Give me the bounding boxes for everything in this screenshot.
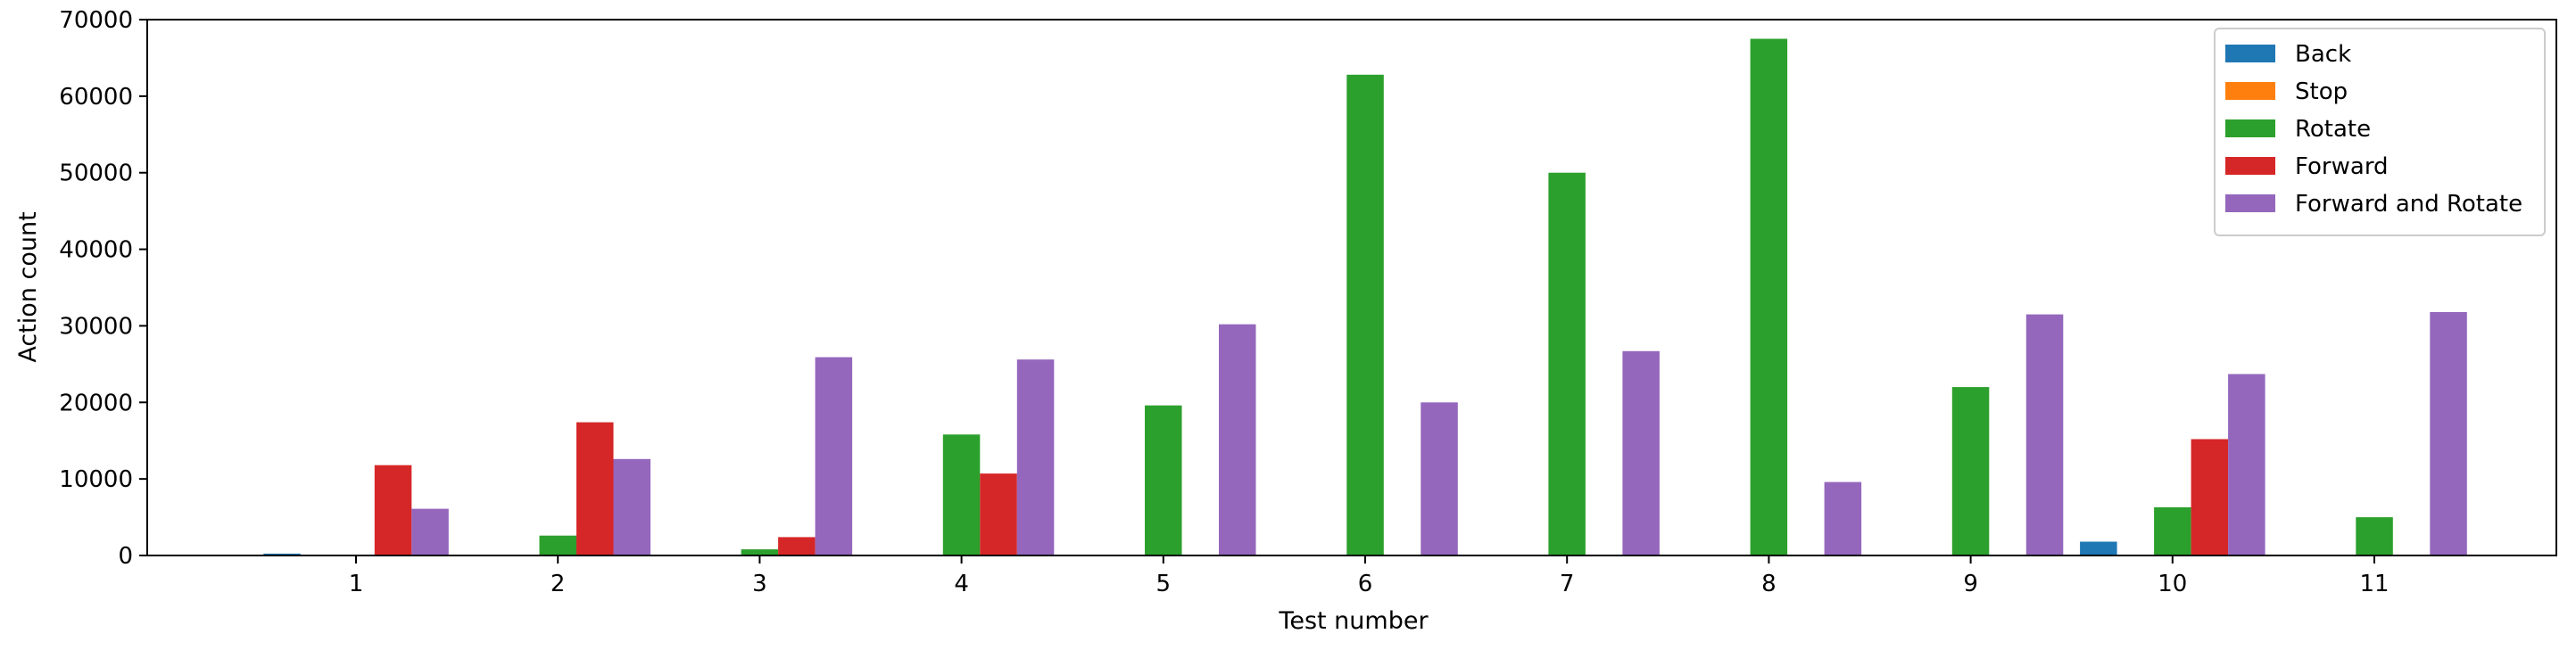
bars-group bbox=[263, 38, 2467, 556]
x-axis: 1 2 3 4 5 6 7 8 9 10 11 bbox=[349, 555, 2390, 597]
bar-rotate-test-8 bbox=[1750, 38, 1788, 555]
bar-rotate-test-6 bbox=[1346, 74, 1384, 556]
legend-label: Rotate bbox=[2295, 116, 2371, 143]
bar-forward-and-rotate-test-10 bbox=[2228, 374, 2265, 555]
legend-label: Forward and Rotate bbox=[2295, 191, 2522, 218]
y-tick-label: 10000 bbox=[59, 466, 133, 493]
bar-rotate-test-11 bbox=[2356, 517, 2393, 555]
y-tick-label: 70000 bbox=[59, 7, 133, 34]
bar-forward-and-rotate-test-3 bbox=[815, 357, 853, 555]
bar-forward-test-2 bbox=[576, 422, 614, 555]
y-axis-title: Action count bbox=[14, 211, 42, 362]
bar-forward-and-rotate-test-6 bbox=[1421, 402, 1458, 555]
y-tick-label: 20000 bbox=[59, 390, 133, 416]
legend-swatch-stop bbox=[2225, 82, 2275, 100]
bar-rotate-test-2 bbox=[539, 535, 576, 555]
legend-swatch-rotate bbox=[2225, 119, 2275, 137]
legend-frame bbox=[2214, 28, 2546, 236]
bar-forward-and-rotate-test-2 bbox=[613, 458, 650, 555]
bar-forward-test-1 bbox=[374, 465, 412, 555]
bar-forward-and-rotate-test-4 bbox=[1016, 359, 1055, 555]
x-tick-label: 4 bbox=[954, 571, 969, 597]
bar-back-test-1 bbox=[263, 553, 301, 555]
y-tick-label: 60000 bbox=[59, 84, 133, 111]
x-tick-label: 9 bbox=[1963, 571, 1978, 597]
bar-rotate-test-9 bbox=[1951, 387, 1990, 555]
x-axis-title: Test number bbox=[1278, 607, 1429, 635]
legend-label: Back bbox=[2295, 41, 2351, 68]
bar-forward-and-rotate-test-9 bbox=[2025, 314, 2064, 555]
x-tick-label: 3 bbox=[752, 571, 767, 597]
y-tick-label: 50000 bbox=[59, 160, 133, 187]
x-tick-label: 2 bbox=[551, 571, 566, 597]
legend-swatch-forward-and-rotate bbox=[2225, 194, 2275, 212]
bar-forward-test-10 bbox=[2191, 439, 2229, 555]
x-tick-label: 8 bbox=[1761, 571, 1777, 597]
x-tick-label: 7 bbox=[1560, 571, 1575, 597]
bar-forward-and-rotate-test-11 bbox=[2430, 312, 2467, 555]
y-tick-label: 0 bbox=[118, 543, 133, 570]
bar-forward-and-rotate-test-8 bbox=[1824, 481, 1862, 555]
bar-forward-and-rotate-test-1 bbox=[411, 508, 449, 555]
legend-swatch-forward bbox=[2225, 157, 2275, 175]
bar-forward-and-rotate-test-7 bbox=[1622, 350, 1660, 555]
bar-forward-test-4 bbox=[980, 473, 1017, 555]
bar-rotate-test-10 bbox=[2154, 506, 2191, 555]
y-tick-label: 30000 bbox=[59, 313, 133, 340]
legend: Back Stop Rotate Forward Forward and Rotate bbox=[2214, 28, 2546, 236]
plot-frame bbox=[146, 19, 2557, 556]
y-axis: 0 10000 20000 30000 40000 50000 60000 70000 bbox=[59, 7, 147, 570]
x-tick-label: 6 bbox=[1358, 571, 1373, 597]
bar-back-test-10 bbox=[2080, 541, 2117, 555]
x-tick-label: 5 bbox=[1156, 571, 1172, 597]
legend-label: Stop bbox=[2295, 78, 2348, 105]
legend-label: Forward bbox=[2295, 153, 2389, 180]
bar-rotate-test-3 bbox=[741, 549, 779, 555]
legend-swatch-back bbox=[2225, 45, 2275, 62]
bar-rotate-test-5 bbox=[1145, 405, 1182, 555]
x-tick-label: 1 bbox=[349, 571, 364, 597]
bar-forward-test-3 bbox=[778, 537, 816, 555]
bar-rotate-test-4 bbox=[942, 434, 981, 555]
x-tick-label: 10 bbox=[2158, 571, 2187, 597]
x-tick-label: 11 bbox=[2359, 571, 2389, 597]
bar-rotate-test-7 bbox=[1548, 172, 1586, 555]
y-tick-label: 40000 bbox=[59, 237, 133, 264]
bar-forward-and-rotate-test-5 bbox=[1219, 324, 1256, 555]
